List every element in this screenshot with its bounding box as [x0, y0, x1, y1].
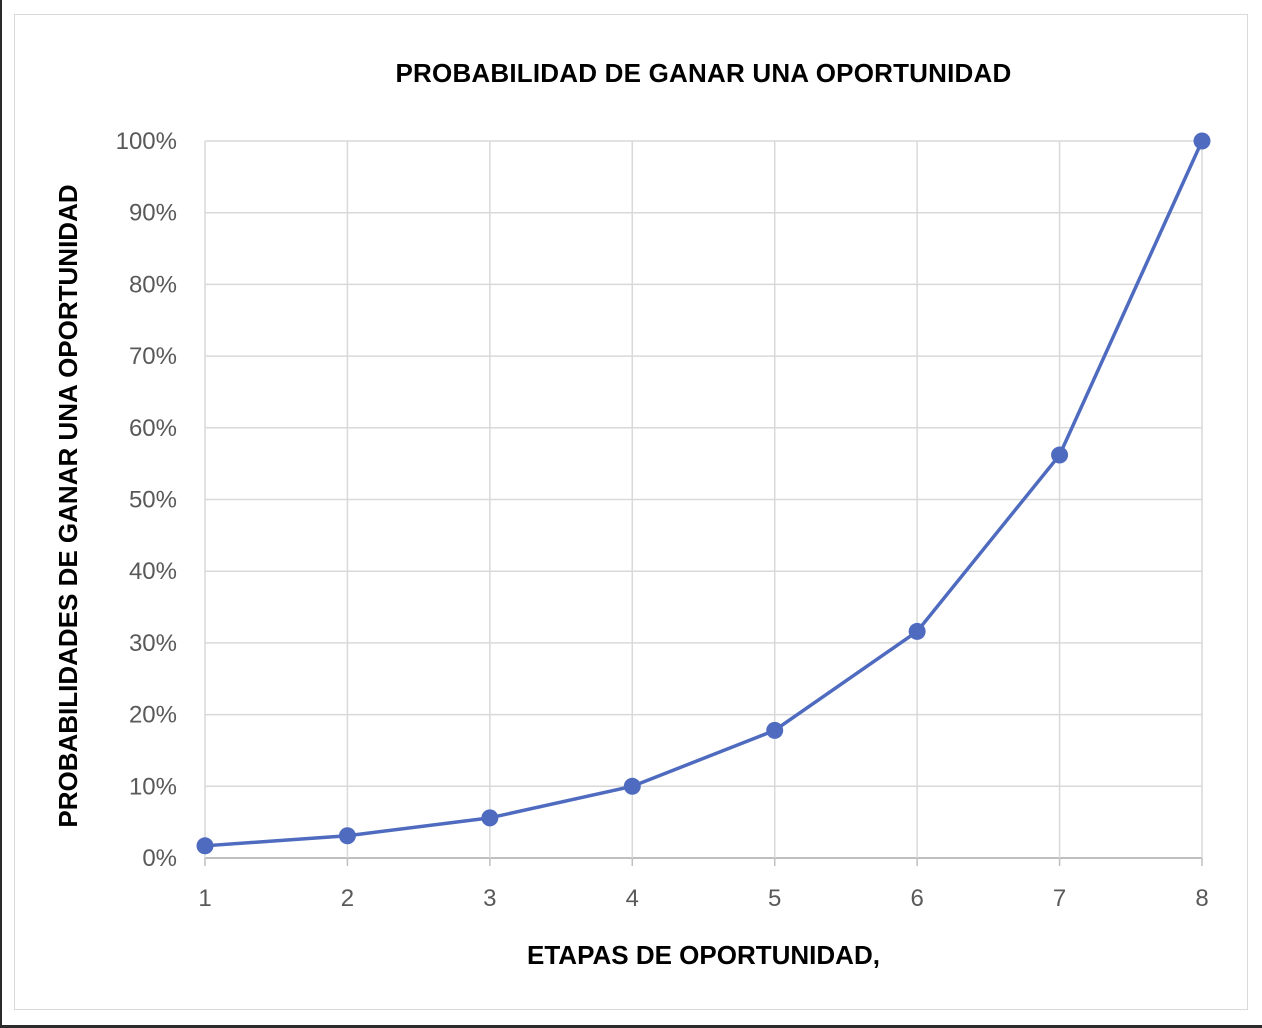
- y-tick-label: 0%: [142, 845, 177, 872]
- x-tick-label: 3: [483, 885, 496, 912]
- y-tick-label: 90%: [129, 200, 177, 227]
- data-point: [338, 827, 356, 845]
- x-tick-label: 6: [910, 885, 923, 912]
- y-tick-labels: 0% 10% 20% 30% 40% 50% 60% 70% 80% 90% 100%: [116, 128, 177, 872]
- x-tick-labels: 1 2 3 4 5 6 7 8: [198, 885, 1208, 912]
- x-tick-label: 8: [1195, 885, 1208, 912]
- data-point: [196, 837, 214, 855]
- y-tick-label: 10%: [129, 773, 177, 800]
- y-tick-label: 70%: [129, 343, 177, 370]
- series-layer: [196, 132, 1211, 855]
- gridlines: [204, 140, 1203, 866]
- x-tick-label: 2: [341, 885, 354, 912]
- y-tick-label: 80%: [129, 271, 177, 298]
- x-tick-label: 7: [1053, 885, 1066, 912]
- y-tick-label: 20%: [129, 702, 177, 729]
- x-axis-title: ETAPAS DE OPORTUNIDAD,: [527, 940, 880, 970]
- y-tick-label: 40%: [129, 558, 177, 585]
- data-point: [766, 721, 784, 739]
- data-point: [1051, 446, 1069, 464]
- x-tick-label: 4: [626, 885, 639, 912]
- y-tick-label: 100%: [116, 128, 177, 155]
- window-edge-bottom: [0, 1025, 1262, 1028]
- data-point: [623, 777, 641, 795]
- series-line: [204, 140, 1204, 848]
- window-edge-left: [0, 0, 2, 1028]
- data-point: [481, 809, 499, 827]
- chart-title: PROBABILIDAD DE GANAR UNA OPORTUNIDAD: [395, 58, 1012, 88]
- data-point: [1193, 132, 1211, 150]
- y-tick-label: 60%: [129, 415, 177, 442]
- y-tick-label: 30%: [129, 630, 177, 657]
- x-tick-label: 1: [198, 885, 211, 912]
- y-tick-label: 50%: [129, 487, 177, 514]
- data-point: [908, 622, 926, 640]
- x-tick-label: 5: [768, 885, 781, 912]
